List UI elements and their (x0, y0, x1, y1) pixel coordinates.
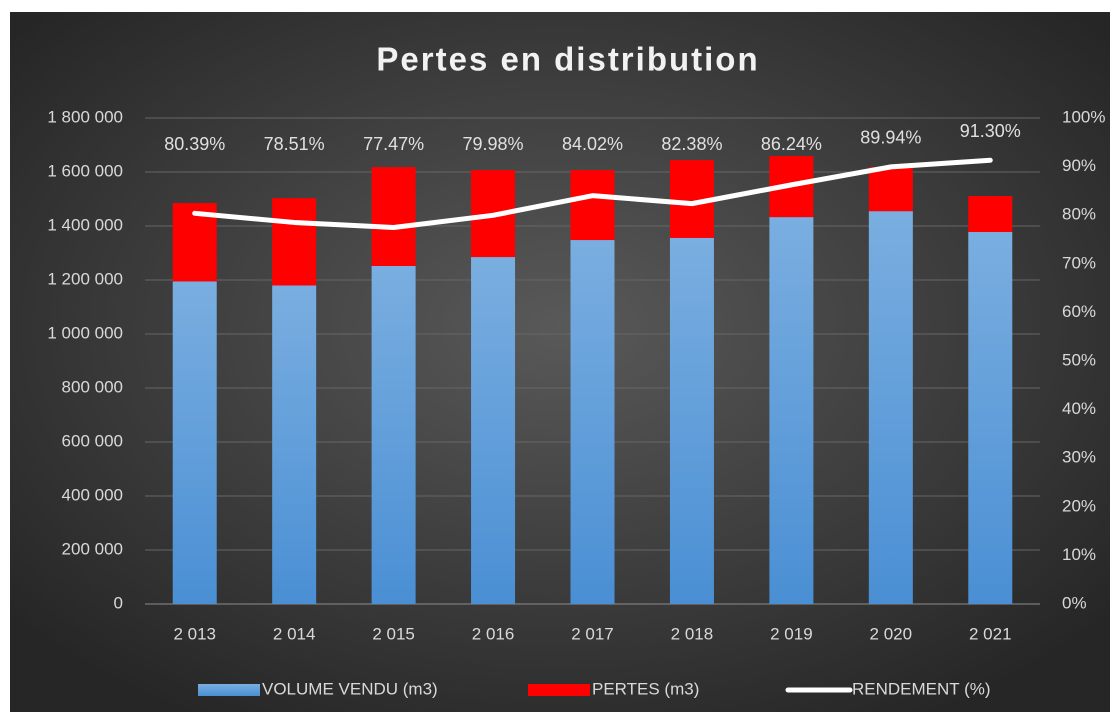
y2-tick-label: 0% (1062, 593, 1087, 612)
x-tick-label: 2 020 (870, 624, 913, 643)
data-label: 82.38% (661, 134, 722, 154)
y2-tick-label: 30% (1062, 448, 1096, 467)
bar-segment (272, 285, 317, 604)
bar-segment (868, 211, 913, 604)
bar-segment (371, 265, 416, 604)
bar-segment (570, 240, 615, 605)
y2-tick-label: 50% (1062, 350, 1096, 369)
x-tick-label: 2 017 (571, 624, 614, 643)
data-label: 77.47% (363, 134, 424, 154)
x-tick-label: 2 013 (173, 624, 216, 643)
x-tick-label: 2 014 (273, 624, 316, 643)
y2-tick-label: 40% (1062, 399, 1096, 418)
legend-label: RENDEMENT (%) (852, 679, 991, 698)
legend-swatch (198, 684, 260, 696)
y2-tick-label: 60% (1062, 302, 1096, 321)
y-tick-label: 0 (114, 593, 123, 612)
line (192, 157, 993, 230)
bar-segment (769, 217, 814, 604)
y-tick-label: 1 200 000 (47, 269, 123, 288)
legend-label: VOLUME VENDU (m3) (262, 679, 438, 698)
x-tick-label: 2 019 (770, 624, 813, 643)
data-label: 86.24% (761, 134, 822, 154)
bar-segment (172, 281, 217, 604)
bar-segment (371, 167, 416, 266)
y2-tick-label: 20% (1062, 496, 1096, 515)
chart-title: Pertes en distribution (376, 41, 759, 78)
bar-segment (471, 257, 516, 604)
y-tick-label: 1 600 000 (47, 161, 123, 180)
y2-tick-label: 100% (1062, 107, 1105, 126)
data-label: 84.02% (562, 134, 623, 154)
y2-tick-label: 90% (1062, 156, 1096, 175)
y-tick-label: 1 800 000 (47, 107, 123, 126)
bar-segment (968, 196, 1013, 232)
y-tick-label: 1 400 000 (47, 215, 123, 234)
y-tick-label: 400 000 (62, 485, 123, 504)
y2-tick-label: 70% (1062, 253, 1096, 272)
x-tick-label: 2 016 (472, 624, 515, 643)
y2-tick-label: 80% (1062, 205, 1096, 224)
bar-segment (968, 231, 1013, 604)
y2-tick-label: 10% (1062, 545, 1096, 564)
x-tick-label: 2 021 (969, 624, 1012, 643)
y-tick-label: 1 000 000 (47, 323, 123, 342)
bar-segment (570, 170, 615, 241)
legend-label: PERTES (m3) (592, 679, 699, 698)
y-tick-label: 800 000 (62, 377, 123, 396)
y-tick-label: 200 000 (62, 539, 123, 558)
bar-segment (669, 237, 714, 604)
data-label: 78.51% (264, 134, 325, 154)
data-label: 89.94% (860, 128, 921, 148)
data-label: 91.30% (960, 121, 1021, 141)
bar-segment (272, 198, 317, 286)
bar-segment (868, 167, 913, 212)
data-label: 80.39% (164, 134, 225, 154)
legend-swatch (528, 684, 590, 696)
x-tick-label: 2 015 (372, 624, 415, 643)
x-tick-label: 2 018 (671, 624, 714, 643)
data-label: 79.98% (463, 134, 524, 154)
y-tick-label: 600 000 (62, 431, 123, 450)
